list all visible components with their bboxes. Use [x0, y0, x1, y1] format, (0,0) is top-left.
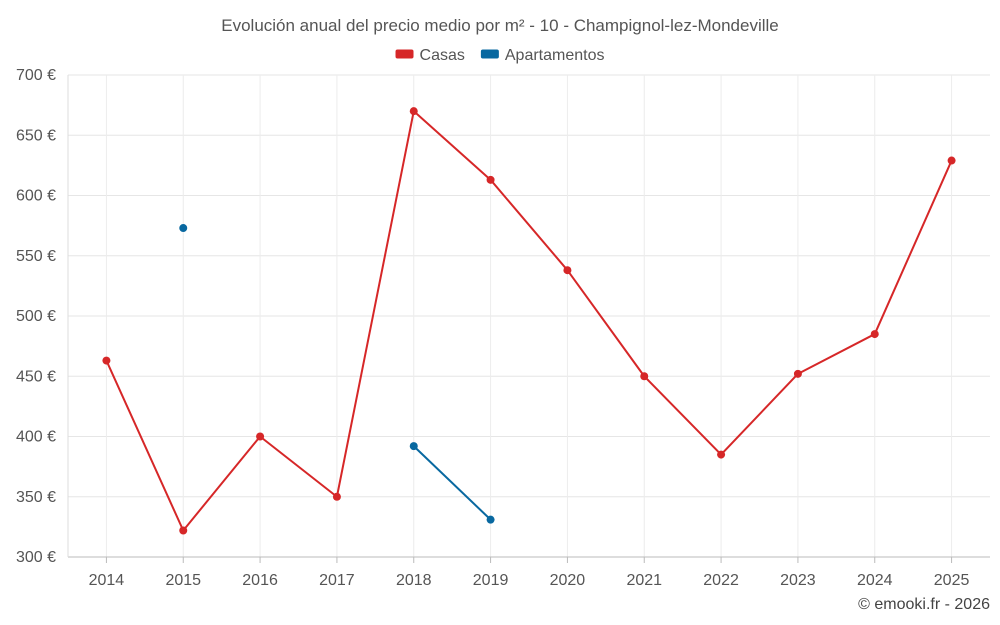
- x-tick-label: 2020: [550, 572, 586, 589]
- x-tick-label: 2018: [396, 572, 432, 589]
- x-tick-label: 2016: [242, 572, 278, 589]
- data-point: [102, 356, 111, 365]
- series-line: [413, 445, 492, 521]
- data-point: [409, 442, 418, 451]
- legend-swatch: [395, 49, 414, 59]
- data-point: [640, 372, 649, 381]
- legend-item-casas: Casas: [395, 47, 465, 64]
- data-point: [563, 266, 572, 275]
- credit-text: © emooki.fr - 2026: [858, 596, 990, 613]
- series-casas: [102, 107, 956, 535]
- legend-item-apartamentos: Apartamentos: [480, 47, 605, 64]
- y-tick-label: 500 €: [16, 308, 56, 325]
- x-tick-label: 2023: [780, 572, 816, 589]
- x-tick-label: 2019: [473, 572, 509, 589]
- grid: [68, 74, 990, 558]
- y-tick-label: 700 €: [16, 67, 56, 84]
- data-point: [332, 492, 341, 501]
- legend-swatch: [480, 49, 499, 59]
- series-layer: [102, 107, 956, 535]
- x-tick-label: 2015: [165, 572, 201, 589]
- x-tick-label: 2022: [703, 572, 739, 589]
- chart-title: Evolución anual del precio medio por m² …: [221, 16, 779, 35]
- y-tick-label: 450 €: [16, 368, 56, 385]
- x-tick-label: 2024: [857, 572, 893, 589]
- y-tick-label: 650 €: [16, 127, 56, 144]
- x-tick-label: 2017: [319, 572, 355, 589]
- series-line: [105, 110, 953, 532]
- legend-label: Apartamentos: [505, 47, 605, 64]
- data-point: [486, 515, 495, 524]
- y-tick-label: 350 €: [16, 489, 56, 506]
- x-tick-label: 2014: [89, 572, 125, 589]
- data-point: [256, 432, 265, 441]
- y-tick-label: 550 €: [16, 248, 56, 265]
- data-point: [870, 330, 879, 339]
- series-apartamentos: [179, 224, 495, 524]
- y-tick-label: 400 €: [16, 429, 56, 446]
- data-point: [717, 450, 726, 459]
- data-point: [409, 107, 418, 116]
- legend: Casas Apartamentos: [395, 47, 605, 64]
- axes: 300 € 350 € 400 € 450 € 500 € 550 € 600 € 650 €…: [16, 67, 990, 589]
- y-tick-label: 300 €: [16, 549, 56, 566]
- data-point: [793, 369, 802, 378]
- data-point: [179, 526, 188, 535]
- data-point: [486, 175, 495, 184]
- legend-label: Casas: [420, 47, 465, 64]
- x-tick-label: 2021: [626, 572, 662, 589]
- data-point: [947, 156, 956, 165]
- x-tick-label: 2025: [934, 572, 970, 589]
- data-point: [179, 224, 188, 233]
- y-tick-label: 600 €: [16, 188, 56, 205]
